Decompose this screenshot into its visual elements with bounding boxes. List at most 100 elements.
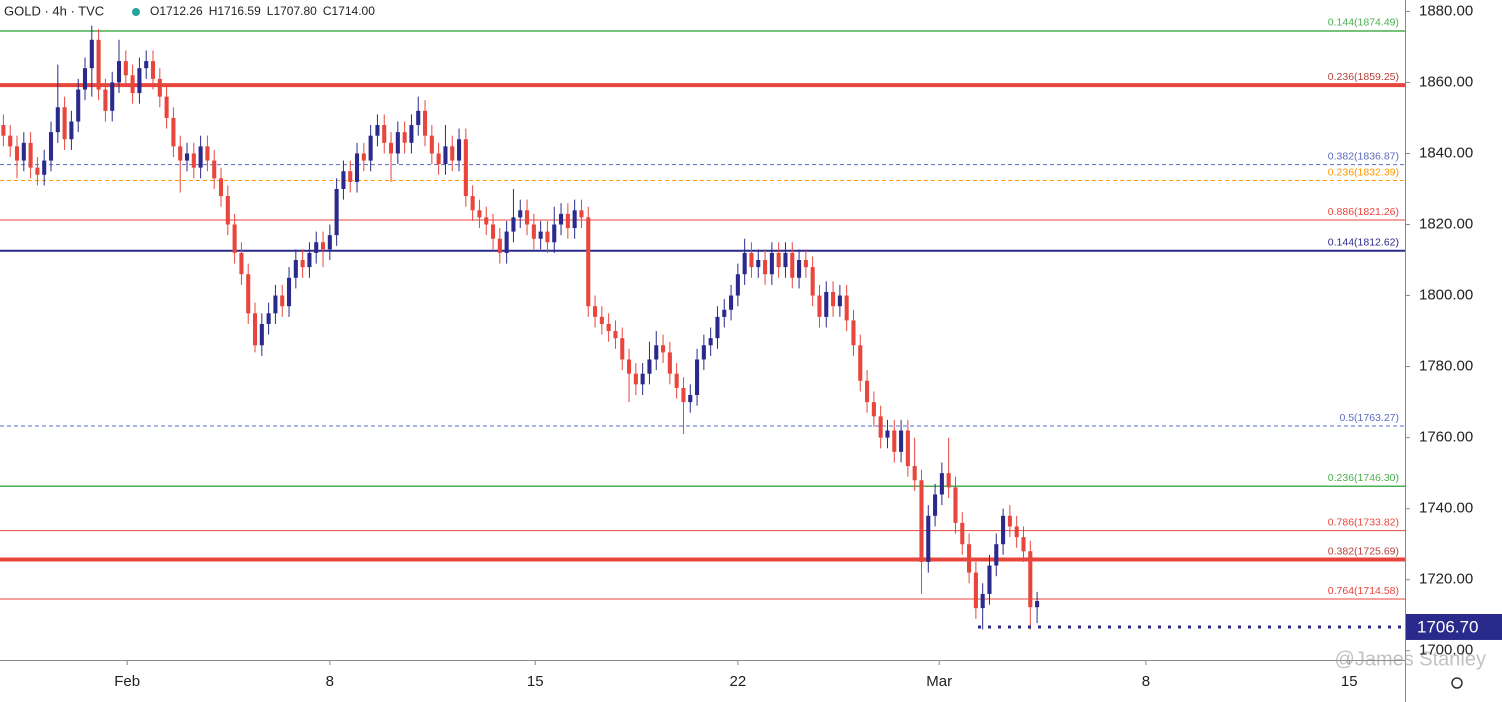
y-tick-label: 1780.00 bbox=[1419, 358, 1473, 375]
candle-body bbox=[1, 125, 6, 136]
settings-gear[interactable] bbox=[1451, 677, 1463, 689]
candle-body bbox=[382, 125, 387, 143]
candle-body bbox=[899, 430, 904, 452]
candle-body bbox=[484, 217, 489, 225]
y-tick-label: 1840.00 bbox=[1419, 144, 1473, 161]
last-price-label: 1706.70 bbox=[1417, 617, 1478, 636]
candle-body bbox=[980, 593, 985, 609]
candle-body bbox=[742, 252, 747, 275]
candle-body bbox=[116, 61, 122, 83]
y-tick-label: 1880.00 bbox=[1419, 2, 1473, 19]
candle-body bbox=[375, 125, 380, 136]
candle-body bbox=[497, 238, 502, 253]
fib-level-label: 0.236(1859.25) bbox=[1328, 71, 1399, 83]
candle-body bbox=[960, 522, 965, 545]
candle-body bbox=[593, 306, 598, 317]
candle-body bbox=[8, 135, 13, 147]
ohlc-label: O1712.26 bbox=[150, 4, 203, 18]
candle-body bbox=[681, 387, 686, 403]
candle-body bbox=[851, 320, 856, 346]
candle-body bbox=[695, 359, 700, 396]
candle-body bbox=[654, 345, 659, 360]
candle-body bbox=[198, 146, 203, 168]
candle-body bbox=[110, 82, 115, 111]
candle-body bbox=[552, 224, 557, 243]
candle-body bbox=[892, 430, 897, 452]
candle-body bbox=[919, 480, 924, 562]
candle-body bbox=[266, 313, 271, 324]
candle-body bbox=[232, 224, 237, 253]
candle-body bbox=[763, 260, 768, 275]
fib-level-label: 0.144(1874.49) bbox=[1328, 17, 1399, 29]
fib-level-label: 0.382(1725.69) bbox=[1328, 545, 1399, 557]
last-price-box bbox=[1406, 613, 1502, 640]
candle-body bbox=[871, 402, 876, 417]
candle-body bbox=[769, 252, 774, 275]
candle-body bbox=[525, 210, 530, 225]
candle-body bbox=[320, 242, 326, 250]
candle-body bbox=[300, 260, 305, 268]
candle-body bbox=[212, 160, 217, 179]
candle-body bbox=[715, 316, 720, 339]
candle-body bbox=[239, 252, 244, 275]
candle-body bbox=[572, 210, 577, 229]
candle-body bbox=[783, 252, 788, 268]
y-tick-label: 1860.00 bbox=[1419, 73, 1473, 90]
candle-body bbox=[48, 132, 54, 161]
candle-body bbox=[729, 295, 734, 310]
candle-body bbox=[606, 323, 611, 332]
candle-body bbox=[776, 252, 781, 268]
candle-body bbox=[627, 359, 632, 374]
candle-body bbox=[96, 39, 101, 90]
candle-body bbox=[491, 224, 496, 239]
candle-body bbox=[1021, 537, 1026, 552]
candle-body bbox=[817, 295, 822, 317]
candle-body bbox=[402, 132, 407, 143]
candle-body bbox=[803, 260, 808, 268]
candle-body bbox=[708, 338, 713, 346]
candle-body bbox=[259, 323, 264, 346]
candle-body bbox=[756, 260, 761, 268]
candle-body bbox=[953, 487, 958, 523]
candle-body bbox=[1014, 526, 1019, 538]
y-tick-label: 1820.00 bbox=[1419, 215, 1473, 232]
candle-body bbox=[647, 359, 652, 374]
candle-body bbox=[280, 295, 285, 307]
fib-level-label: 0.886(1821.26) bbox=[1328, 206, 1399, 218]
candle-body bbox=[21, 142, 26, 161]
candle-body bbox=[531, 224, 536, 239]
candle-body bbox=[82, 68, 88, 90]
candle-body bbox=[973, 572, 978, 609]
candle-body bbox=[926, 515, 931, 562]
candle-body bbox=[178, 146, 183, 161]
x-tick-label: 8 bbox=[1142, 673, 1150, 690]
candle-body bbox=[252, 313, 258, 346]
candle-body bbox=[518, 210, 523, 218]
candle-body bbox=[674, 373, 679, 388]
candle-body bbox=[327, 235, 332, 250]
candle-body bbox=[477, 210, 482, 218]
candle-body bbox=[640, 373, 645, 385]
candle-body bbox=[735, 274, 740, 296]
candle-body bbox=[858, 345, 863, 381]
settings-icon[interactable] bbox=[1451, 677, 1463, 689]
candle-body bbox=[14, 146, 20, 161]
candle-body bbox=[28, 142, 33, 168]
y-tick-label: 1760.00 bbox=[1419, 429, 1473, 446]
candle-body bbox=[35, 167, 40, 175]
candle-body bbox=[334, 188, 339, 236]
x-tick-label: Feb bbox=[114, 673, 140, 690]
candle-body bbox=[368, 135, 373, 161]
ohlc-label: L1707.80 bbox=[267, 4, 317, 18]
candle-body bbox=[388, 142, 394, 154]
fib-level-label: 0.382(1836.87) bbox=[1328, 150, 1399, 162]
candle-body bbox=[103, 89, 108, 111]
symbol-title: GOLD · 4h · TVC bbox=[4, 3, 104, 18]
candle-body bbox=[273, 295, 278, 314]
candle-body bbox=[436, 153, 441, 165]
y-tick-label: 1700.00 bbox=[1419, 642, 1473, 659]
candle-body bbox=[416, 110, 421, 126]
ohlc-label: H1716.59 bbox=[209, 4, 261, 18]
y-tick-label: 1800.00 bbox=[1419, 287, 1473, 304]
